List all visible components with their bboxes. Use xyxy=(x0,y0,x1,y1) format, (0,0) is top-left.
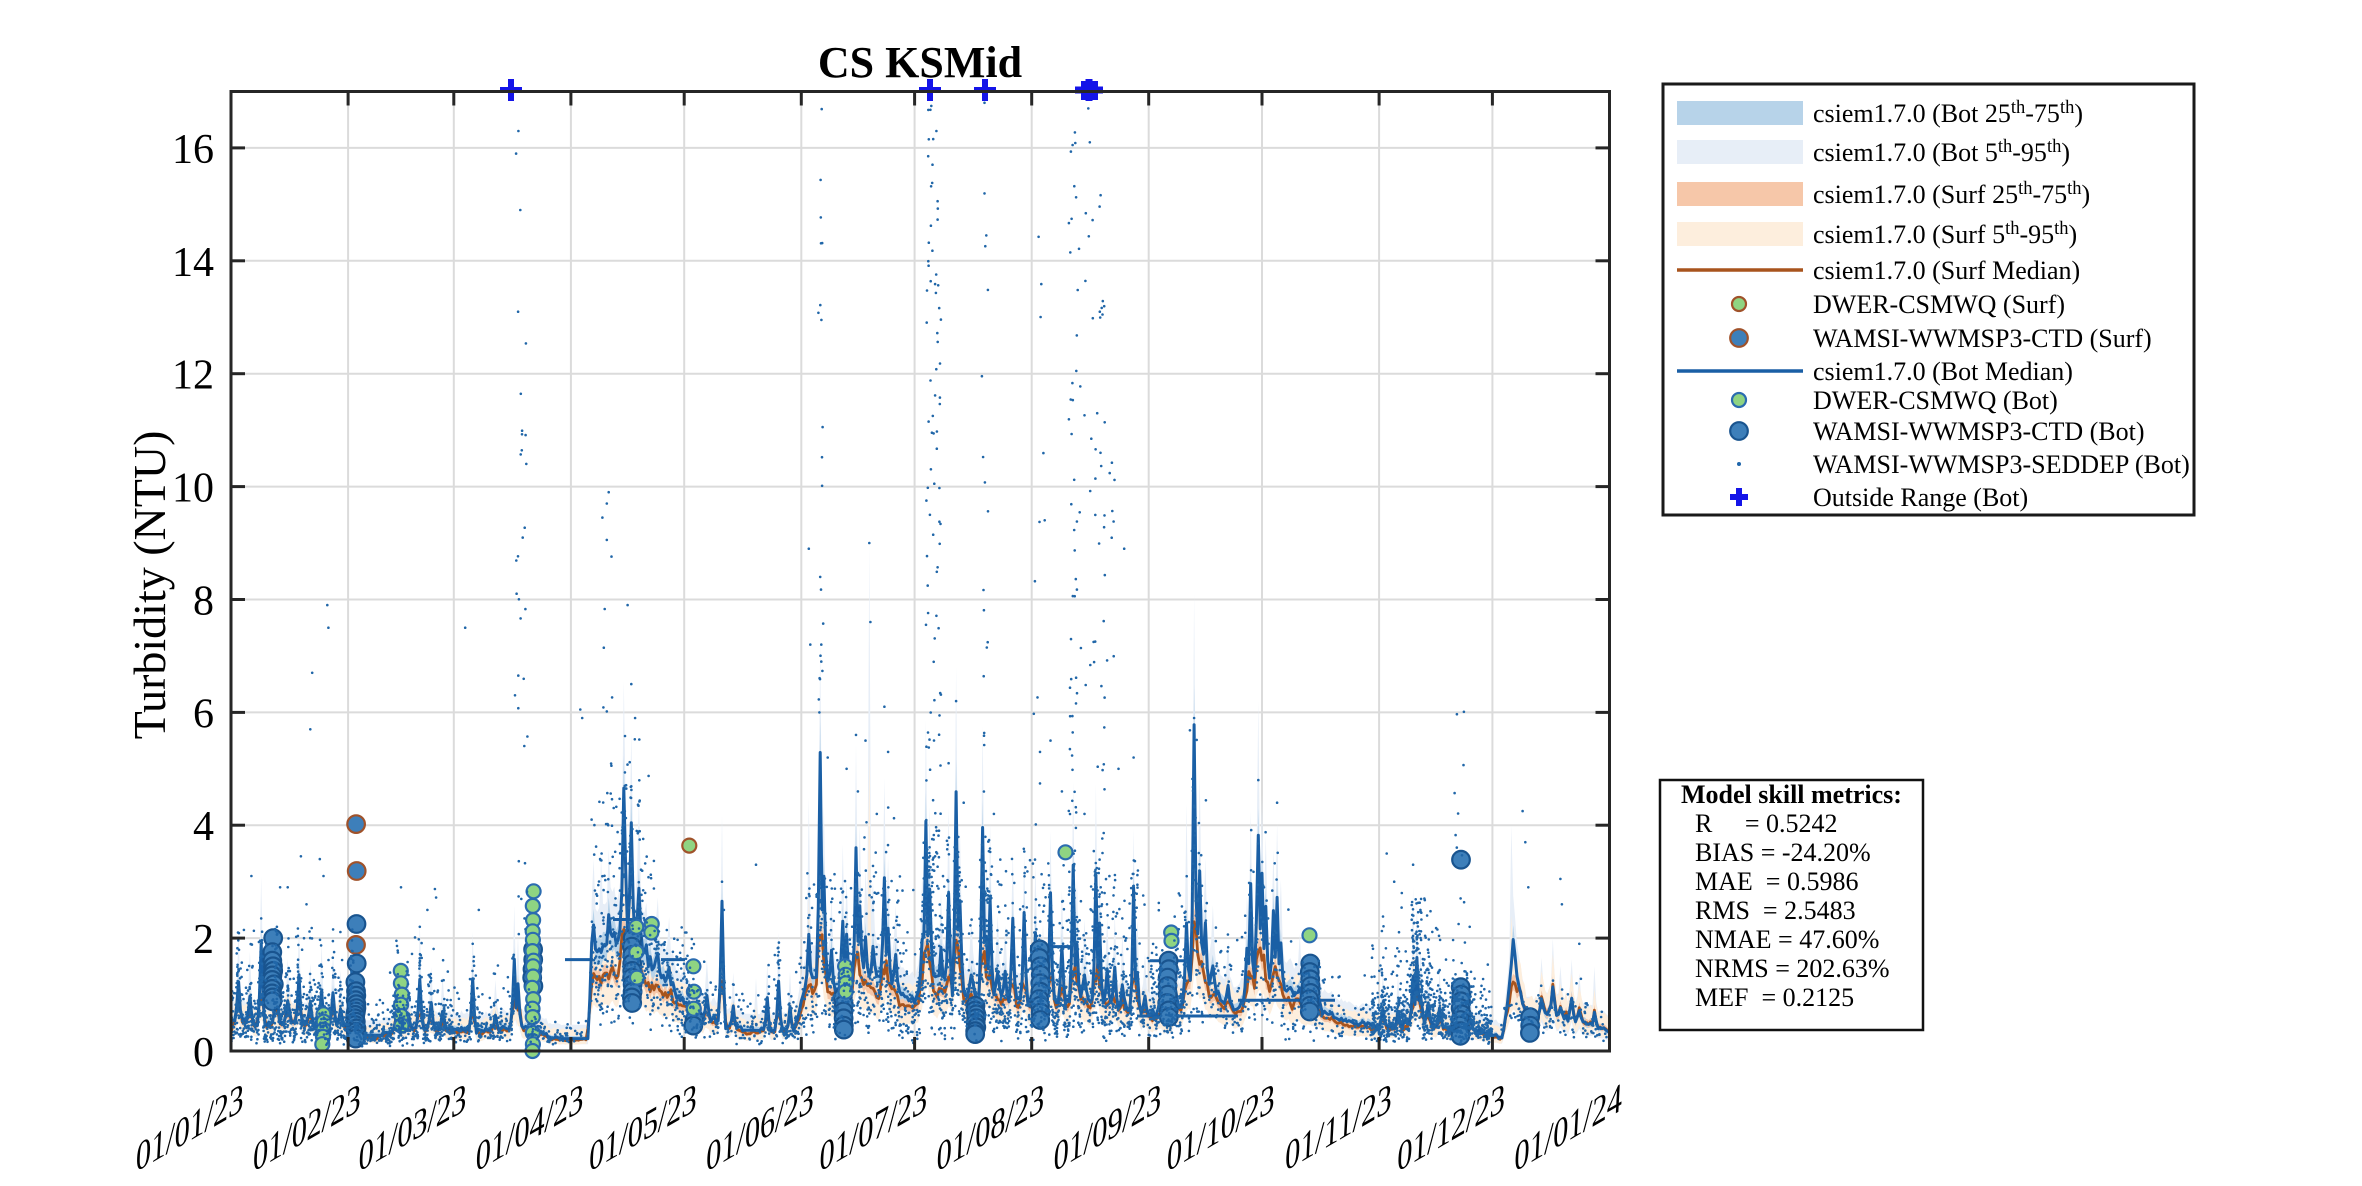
svg-text:WAMSI-WWMSP3-CTD (Bot): WAMSI-WWMSP3-CTD (Bot) xyxy=(1813,417,2145,446)
svg-text:csiem1.7.0 (Bot 25th-75th): csiem1.7.0 (Bot 25th-75th) xyxy=(1813,98,2083,128)
svg-text:R = 0.5242: R = 0.5242 xyxy=(1695,809,1838,838)
svg-text:0: 0 xyxy=(193,1030,214,1076)
svg-text:WAMSI-WWMSP3-CTD (Surf): WAMSI-WWMSP3-CTD (Surf) xyxy=(1813,324,2152,353)
svg-text:2: 2 xyxy=(193,917,214,963)
svg-text:Turbidity (NTU): Turbidity (NTU) xyxy=(124,431,175,740)
svg-text:WAMSI-WWMSP3-SEDDEP (Bot): WAMSI-WWMSP3-SEDDEP (Bot) xyxy=(1813,450,2190,479)
svg-text:NRMS = 202.63%: NRMS = 202.63% xyxy=(1695,954,1890,983)
svg-text:4: 4 xyxy=(193,804,214,850)
svg-text:MAE = 0.5986: MAE = 0.5986 xyxy=(1695,867,1858,896)
svg-text:BIAS = -24.20%: BIAS = -24.20% xyxy=(1695,838,1871,867)
svg-text:csiem1.7.0 (Surf 5th-95th): csiem1.7.0 (Surf 5th-95th) xyxy=(1813,219,2077,249)
svg-text:csiem1.7.0 (Bot Median): csiem1.7.0 (Bot Median) xyxy=(1813,357,2073,386)
svg-text:Model skill metrics:: Model skill metrics: xyxy=(1681,780,1902,809)
svg-text:NMAE = 47.60%: NMAE = 47.60% xyxy=(1695,925,1879,954)
svg-text:14: 14 xyxy=(172,240,214,286)
svg-text:Outside Range (Bot): Outside Range (Bot) xyxy=(1813,483,2028,512)
svg-text:RMS = 2.5483: RMS = 2.5483 xyxy=(1695,896,1856,925)
svg-text:MEF = 0.2125: MEF = 0.2125 xyxy=(1695,983,1854,1012)
svg-text:csiem1.7.0 (Surf Median): csiem1.7.0 (Surf Median) xyxy=(1813,256,2080,285)
svg-text:DWER-CSMWQ (Surf): DWER-CSMWQ (Surf) xyxy=(1813,290,2065,319)
svg-text:CS KSMid: CS KSMid xyxy=(818,38,1022,87)
svg-text:8: 8 xyxy=(193,579,214,625)
svg-text:16: 16 xyxy=(172,127,214,173)
svg-text:DWER-CSMWQ (Bot): DWER-CSMWQ (Bot) xyxy=(1813,386,2058,415)
svg-text:6: 6 xyxy=(193,691,214,737)
svg-text:csiem1.7.0 (Surf 25th-75th): csiem1.7.0 (Surf 25th-75th) xyxy=(1813,179,2090,209)
svg-text:10: 10 xyxy=(172,466,214,512)
svg-text:12: 12 xyxy=(172,353,214,399)
svg-text:csiem1.7.0 (Bot 5th-95th): csiem1.7.0 (Bot 5th-95th) xyxy=(1813,137,2070,167)
